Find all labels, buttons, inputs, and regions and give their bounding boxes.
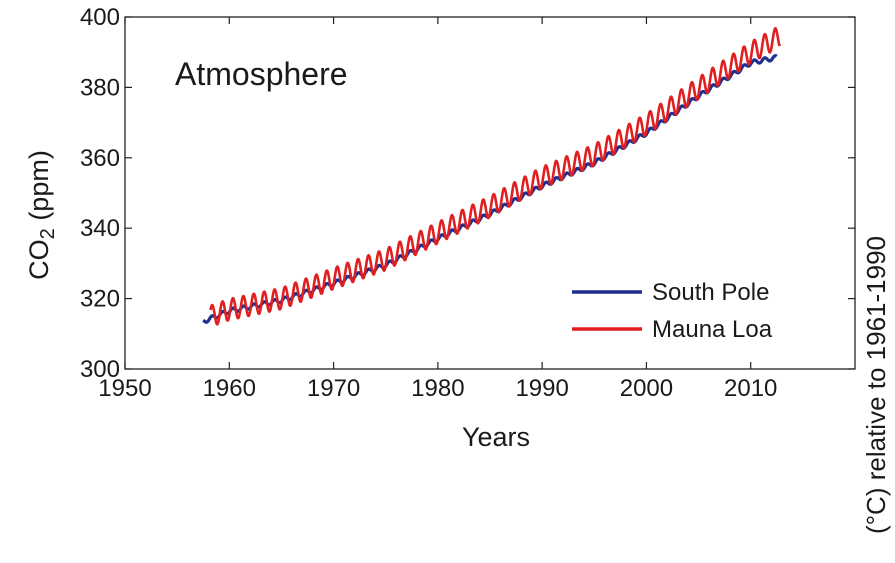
y-axis: 300 320 340 360 380 400 — [80, 4, 855, 383]
series-group — [202, 27, 781, 326]
y-tick-label: 380 — [80, 74, 120, 101]
y-tick-label: 320 — [80, 286, 120, 313]
legend-label: South Pole — [652, 279, 769, 306]
x-tick-label: 1950 — [98, 375, 151, 402]
plot-area — [124, 16, 856, 370]
legend: South Pole Mauna Loa — [572, 279, 773, 343]
x-axis: 1950 1960 1970 1980 1990 2000 2010 — [98, 17, 777, 402]
x-axis-label: Years — [462, 422, 530, 452]
y-tick-label: 400 — [80, 4, 120, 31]
side-axis-label: (°C) relative to 1961-1990 — [861, 236, 891, 534]
y-tick-label: 360 — [80, 145, 120, 172]
x-tick-label: 1970 — [307, 375, 360, 402]
x-tick-label: 2010 — [724, 375, 777, 402]
x-tick-label: 1960 — [203, 375, 256, 402]
x-tick-label: 1990 — [515, 375, 568, 402]
y-axis-label-main: CO — [24, 239, 54, 280]
legend-label: Mauna Loa — [652, 316, 773, 343]
x-tick-label: 1980 — [411, 375, 464, 402]
y-tick-label: 340 — [80, 215, 120, 242]
y-axis-label-unit: (ppm) — [24, 150, 54, 228]
y-axis-label-sub: 2 — [37, 228, 59, 239]
plot-frame — [124, 16, 856, 370]
series-line-mauna-loa — [209, 27, 781, 326]
y-axis-label: CO2 (ppm) — [24, 150, 59, 280]
y-tick-label: 300 — [80, 356, 120, 383]
panel-label: Atmosphere — [175, 56, 348, 92]
x-tick-label: 2000 — [620, 375, 673, 402]
